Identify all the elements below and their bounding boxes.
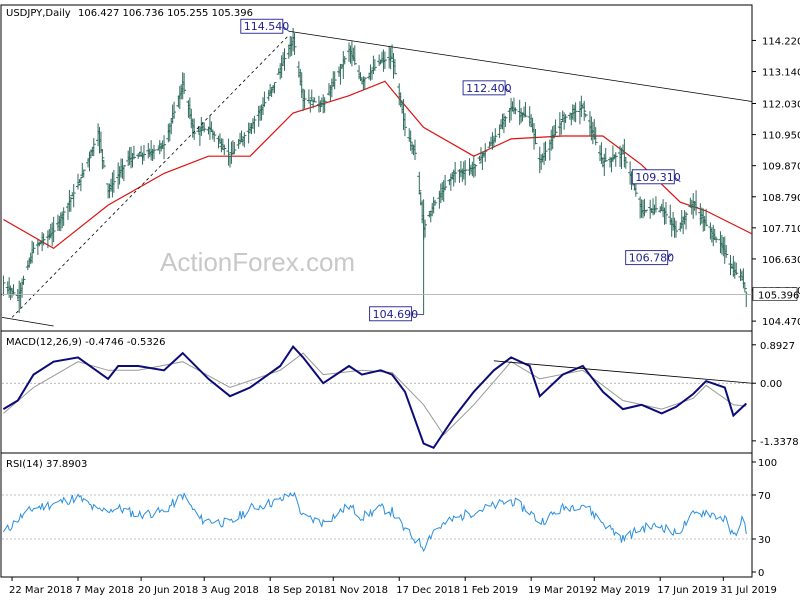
- watermark: ActionForex.com: [160, 247, 355, 277]
- x-tick-label: 20 Jun 2018: [138, 585, 198, 596]
- annotation-label: 112.400: [466, 82, 512, 95]
- x-tick-label: 2 May 2019: [591, 585, 650, 596]
- price-tick-label: 104.470: [762, 317, 800, 328]
- x-tick-label: 18 Sep 2018: [267, 585, 330, 596]
- x-tick-label: 1 Nov 2018: [330, 585, 388, 596]
- x-tick-label: 22 Mar 2018: [9, 585, 72, 596]
- annotation-leader: [674, 176, 681, 183]
- rsi-tick-label: 70: [758, 491, 771, 502]
- price-tick-label: 109.870: [762, 162, 800, 173]
- annotation-label: 104.690: [373, 308, 419, 321]
- x-tick-label: 1 Feb 2019: [462, 585, 518, 596]
- price-tick-label: 113.140: [762, 68, 800, 79]
- annotation-label: 114.540: [244, 20, 290, 33]
- price-ohlc: 106.427 106.736 105.255 105.396: [78, 8, 253, 19]
- price-tick-label: 110.950: [762, 131, 800, 142]
- x-tick-label: 3 Aug 2018: [201, 585, 259, 596]
- annotation-leader: [504, 87, 512, 94]
- x-tick-label: 31 Jul 2019: [720, 585, 777, 596]
- current-price-label: 105.396: [758, 290, 799, 301]
- annotation-box: [631, 169, 675, 185]
- axis-layer: 22 Mar 2018 7 May 2018 20 Jun 2018 3 Aug 20…: [9, 577, 777, 596]
- annotation-label: 106.780: [629, 252, 675, 265]
- price-tick-label: 114.220: [762, 36, 800, 47]
- x-tick-label: 19 Mar 2019: [528, 585, 591, 596]
- macd-tick-label: 0.00: [760, 379, 782, 390]
- rsi-layer: 100 70 30 0: [2, 458, 777, 579]
- rsi-header: RSI(14) 37.8903: [6, 459, 87, 470]
- x-tick-label: 7 May 2018: [75, 585, 134, 596]
- macd-tick-label: 0.8927: [760, 341, 795, 352]
- macd-trendline: [493, 360, 753, 384]
- rsi-line: [2, 491, 747, 553]
- annotation-box: [240, 18, 284, 34]
- macd-tick-label: -1.3378: [760, 437, 799, 448]
- trendline-falling-resistance: [288, 30, 753, 102]
- annotation-box: [369, 306, 413, 322]
- price-tick-label: 112.030: [762, 99, 800, 110]
- macd-layer: 0.8927 0.00 -1.3378: [2, 341, 799, 450]
- annotation-label: 109.310: [635, 171, 681, 184]
- macd-header: MACD(12,26,9) -0.4746 -0.5326: [6, 337, 166, 348]
- price-tick-label: 107.710: [762, 224, 800, 235]
- price-tick-label: 106.630: [762, 255, 800, 266]
- macd-line: [2, 344, 747, 450]
- x-tick-label: 17 Dec 2018: [396, 585, 460, 596]
- trendline-lower-support: [1, 316, 54, 327]
- annotation-leader: [667, 254, 672, 258]
- rsi-tick-label: 0: [758, 568, 764, 579]
- annotation-box: [625, 250, 669, 266]
- price-tick-label: 108.790: [762, 193, 800, 204]
- macd-signal-line: [3, 352, 747, 436]
- rsi-tick-label: 100: [758, 458, 777, 469]
- price-symbol: USDJPY,Daily: [6, 8, 71, 19]
- annotation-box: [462, 80, 506, 96]
- rsi-tick-label: 30: [758, 535, 771, 546]
- current-price-box: [752, 287, 798, 301]
- rsi-panel-frame: [0, 452, 753, 578]
- annotation-leader: [411, 313, 424, 316]
- annotation-leader: [282, 25, 290, 32]
- x-tick-label: 17 Jun 2019: [657, 585, 717, 596]
- price-layer: 114.220 113.140 112.030 110.950 109.870 108.7…: [1, 18, 800, 328]
